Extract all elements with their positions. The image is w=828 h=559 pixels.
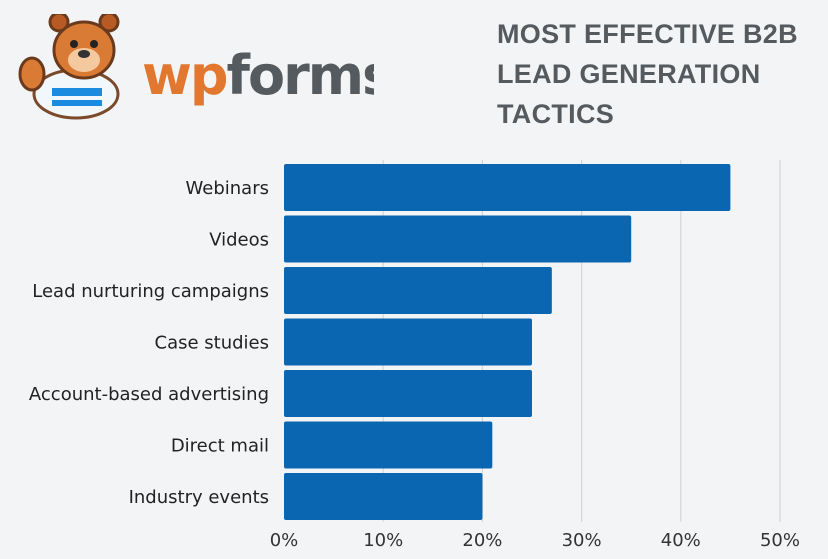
category-label: Direct mail (171, 436, 269, 457)
category-label: Account-based advertising (29, 384, 269, 405)
bar-industry-events (284, 473, 483, 520)
x-tick-label: 0% (270, 530, 299, 551)
category-label: Webinars (186, 178, 269, 199)
bar-account-based-advertising (284, 370, 532, 417)
wpforms-logo: wpforms (18, 14, 374, 120)
x-tick-label: 30% (562, 530, 602, 551)
logo-wordmark: wpforms (142, 44, 374, 107)
category-label: Videos (209, 230, 269, 251)
category-label: Case studies (155, 333, 270, 354)
bar-case-studies (284, 318, 532, 366)
bar-direct-mail (284, 421, 493, 469)
category-label: Industry events (129, 487, 269, 508)
chart-title: MOST EFFECTIVE B2B LEAD GENERATION TACTI… (497, 19, 798, 129)
category-label: Lead nurturing campaigns (32, 281, 269, 302)
bar-lead-nurturing-campaigns (284, 267, 552, 314)
bar-videos (284, 215, 632, 263)
bar-webinars (284, 164, 731, 211)
x-tick-label: 50% (760, 530, 800, 551)
bear-mascot-icon (18, 14, 120, 120)
x-tick-label: 20% (462, 530, 502, 551)
x-tick-label: 10% (363, 530, 403, 551)
x-tick-label: 40% (661, 530, 701, 551)
